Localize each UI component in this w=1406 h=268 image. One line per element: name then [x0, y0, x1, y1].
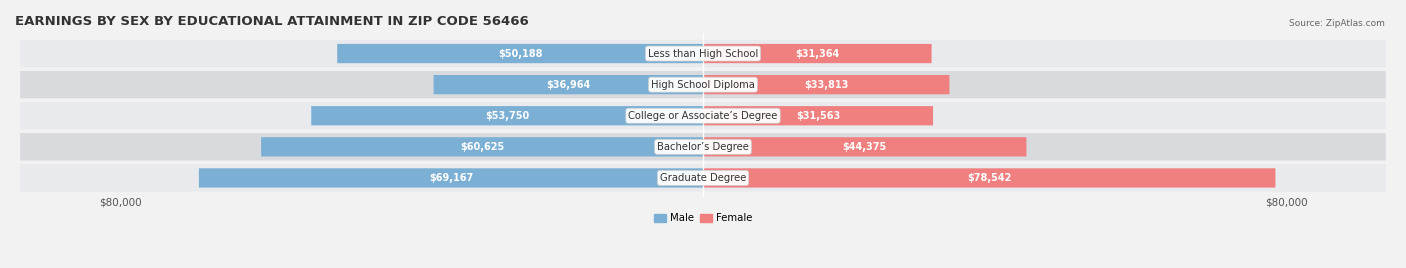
Text: College or Associate’s Degree: College or Associate’s Degree	[628, 111, 778, 121]
Text: $31,563: $31,563	[796, 111, 841, 121]
FancyBboxPatch shape	[337, 44, 703, 63]
Text: $44,375: $44,375	[842, 142, 887, 152]
Text: High School Diploma: High School Diploma	[651, 80, 755, 90]
Text: Source: ZipAtlas.com: Source: ZipAtlas.com	[1289, 19, 1385, 28]
FancyBboxPatch shape	[703, 137, 1026, 157]
FancyBboxPatch shape	[311, 106, 703, 125]
Text: $69,167: $69,167	[429, 173, 472, 183]
Text: $60,625: $60,625	[460, 142, 505, 152]
FancyBboxPatch shape	[20, 133, 1386, 161]
FancyBboxPatch shape	[433, 75, 703, 94]
Text: $33,813: $33,813	[804, 80, 848, 90]
Text: $50,188: $50,188	[498, 49, 543, 58]
Legend: Male, Female: Male, Female	[650, 209, 756, 228]
Text: Less than High School: Less than High School	[648, 49, 758, 58]
FancyBboxPatch shape	[20, 164, 1386, 192]
FancyBboxPatch shape	[198, 168, 703, 188]
Text: Graduate Degree: Graduate Degree	[659, 173, 747, 183]
Text: $53,750: $53,750	[485, 111, 529, 121]
Text: $31,364: $31,364	[796, 49, 839, 58]
FancyBboxPatch shape	[703, 106, 934, 125]
Text: $36,964: $36,964	[546, 80, 591, 90]
FancyBboxPatch shape	[703, 44, 932, 63]
Text: $78,542: $78,542	[967, 173, 1011, 183]
FancyBboxPatch shape	[703, 168, 1275, 188]
FancyBboxPatch shape	[20, 71, 1386, 98]
FancyBboxPatch shape	[20, 40, 1386, 67]
Text: EARNINGS BY SEX BY EDUCATIONAL ATTAINMENT IN ZIP CODE 56466: EARNINGS BY SEX BY EDUCATIONAL ATTAINMEN…	[15, 15, 529, 28]
Text: Bachelor’s Degree: Bachelor’s Degree	[657, 142, 749, 152]
FancyBboxPatch shape	[20, 102, 1386, 129]
FancyBboxPatch shape	[703, 75, 949, 94]
FancyBboxPatch shape	[262, 137, 703, 157]
